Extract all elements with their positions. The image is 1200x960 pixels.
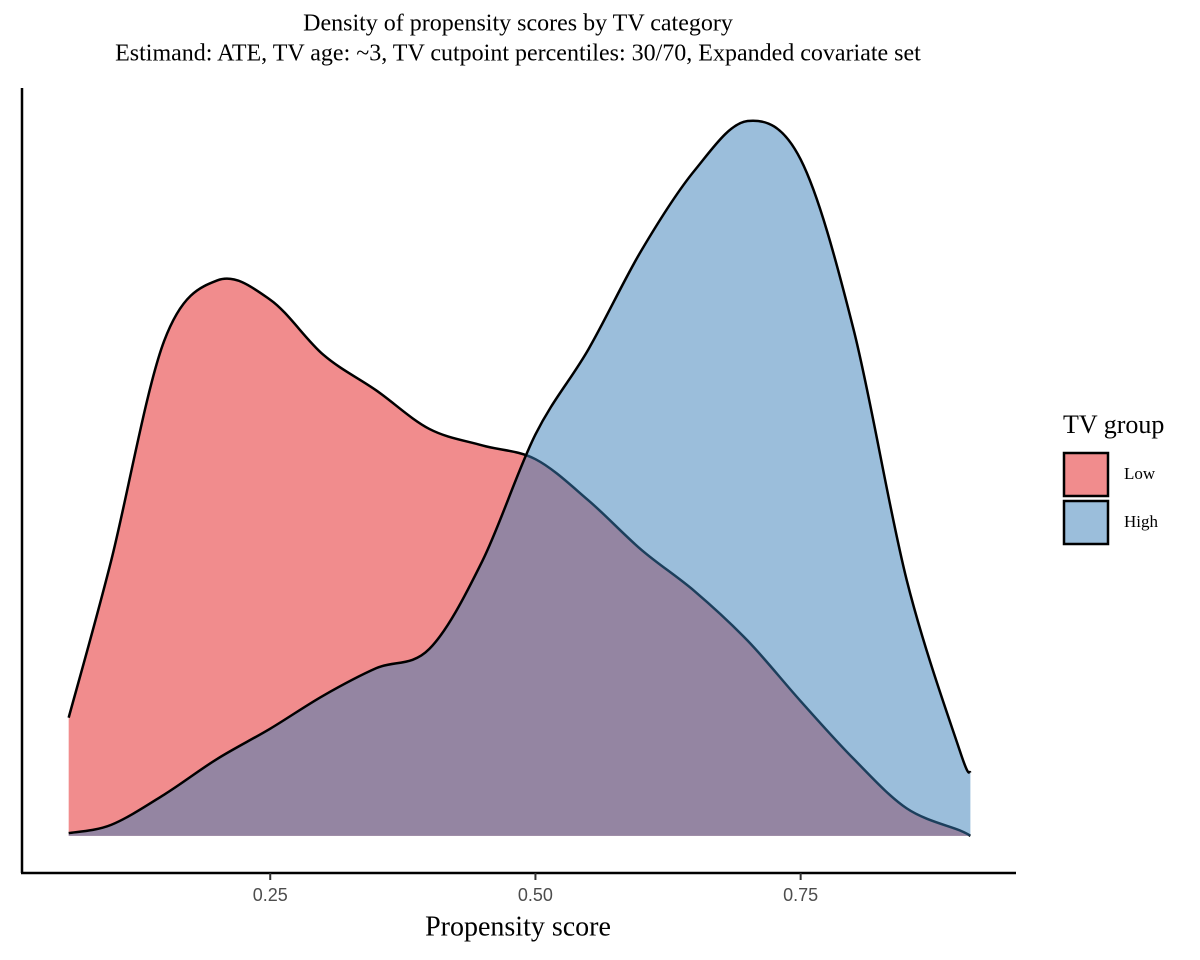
legend-label: Low: [1124, 464, 1156, 483]
plot-area: [67, 119, 972, 837]
x-axis: 0.25 0.50 0.75: [253, 873, 818, 905]
x-tick-label: 0.25: [253, 885, 288, 905]
density-line: [68, 119, 972, 835]
legend-title: TV group: [1063, 410, 1164, 439]
x-tick-label: 0.50: [518, 885, 553, 905]
legend-key: [1062, 499, 1110, 546]
legend: TV group Low High: [1062, 410, 1164, 546]
chart-subtitle: Estimand: ATE, TV age: ~3, TV cutpoint p…: [115, 41, 921, 67]
x-tick-label: 0.75: [783, 885, 818, 905]
legend-key: [1062, 451, 1110, 498]
legend-label: High: [1124, 512, 1159, 531]
chart-title: Density of propensity scores by TV categ…: [303, 11, 733, 37]
x-axis-title: Propensity score: [425, 911, 611, 942]
density-area: [68, 120, 971, 836]
